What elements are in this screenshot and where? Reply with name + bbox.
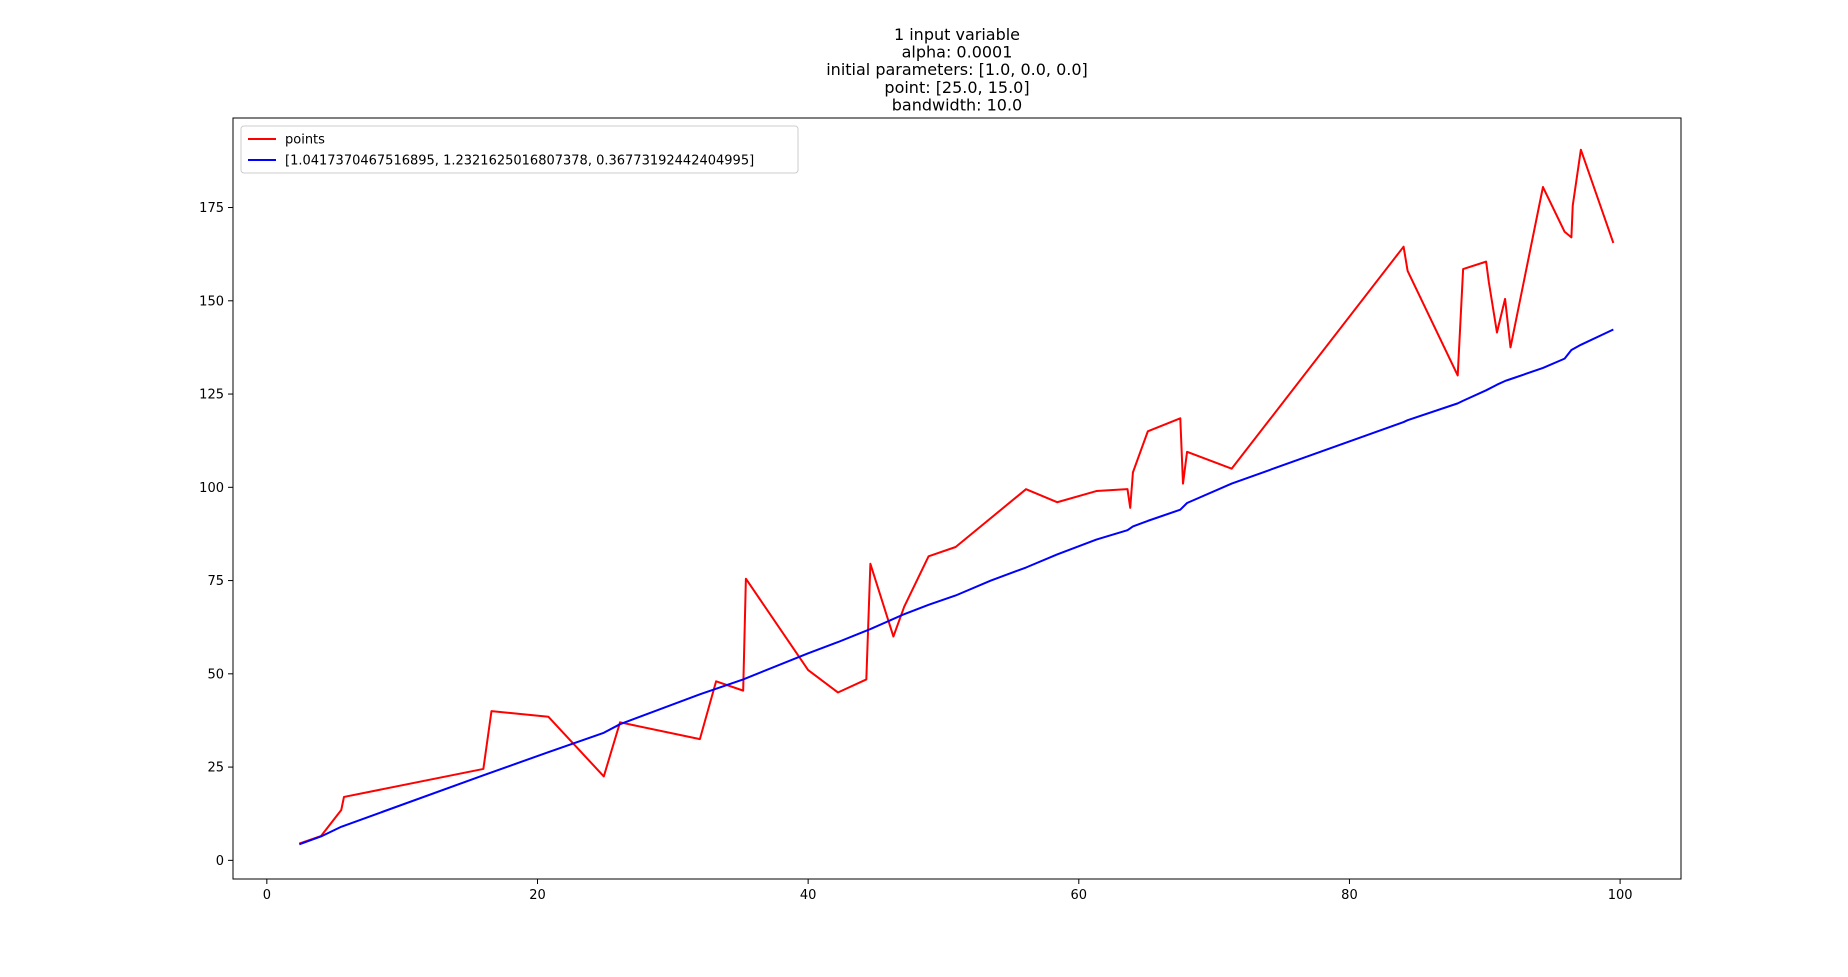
x-tick-label: 80 — [1341, 888, 1358, 903]
y-tick-label: 100 — [199, 481, 224, 496]
series-lines — [298, 148, 1615, 846]
y-tick-label: 125 — [199, 388, 224, 403]
points-series-line — [298, 148, 1615, 845]
y-tick-label: 175 — [199, 201, 224, 216]
title-line: alpha: 0.0001 — [902, 43, 1013, 62]
y-tick-label: 25 — [207, 761, 224, 776]
title-line: bandwidth: 10.0 — [892, 95, 1022, 114]
y-tick-label: 50 — [207, 667, 224, 682]
y-tick-label: 0 — [216, 854, 224, 869]
y-axis: 0 25 50 75 100 125 150 175 — [199, 201, 233, 869]
fit-series-line — [298, 328, 1614, 846]
legend: points [1.0417370467516895, 1.23216250168… — [240, 125, 799, 174]
x-axis: 0 20 40 60 80 100 — [263, 879, 1633, 903]
x-tick-label: 20 — [529, 888, 546, 903]
title-line: point: [25.0, 15.0] — [884, 78, 1029, 97]
legend-label: points — [285, 133, 325, 148]
x-tick-label: 40 — [800, 888, 817, 903]
title-line: initial parameters: [1.0, 0.0, 0.0] — [826, 60, 1088, 79]
legend-box — [240, 125, 799, 174]
x-tick-label: 100 — [1608, 888, 1633, 903]
plot-frame — [232, 117, 1682, 880]
y-tick-label: 75 — [207, 574, 224, 589]
legend-label: [1.0417370467516895, 1.2321625016807378,… — [285, 154, 754, 169]
y-tick-label: 150 — [199, 294, 224, 309]
x-tick-label: 0 — [263, 888, 271, 903]
x-tick-label: 60 — [1071, 888, 1088, 903]
title-line: 1 input variable — [894, 25, 1020, 44]
